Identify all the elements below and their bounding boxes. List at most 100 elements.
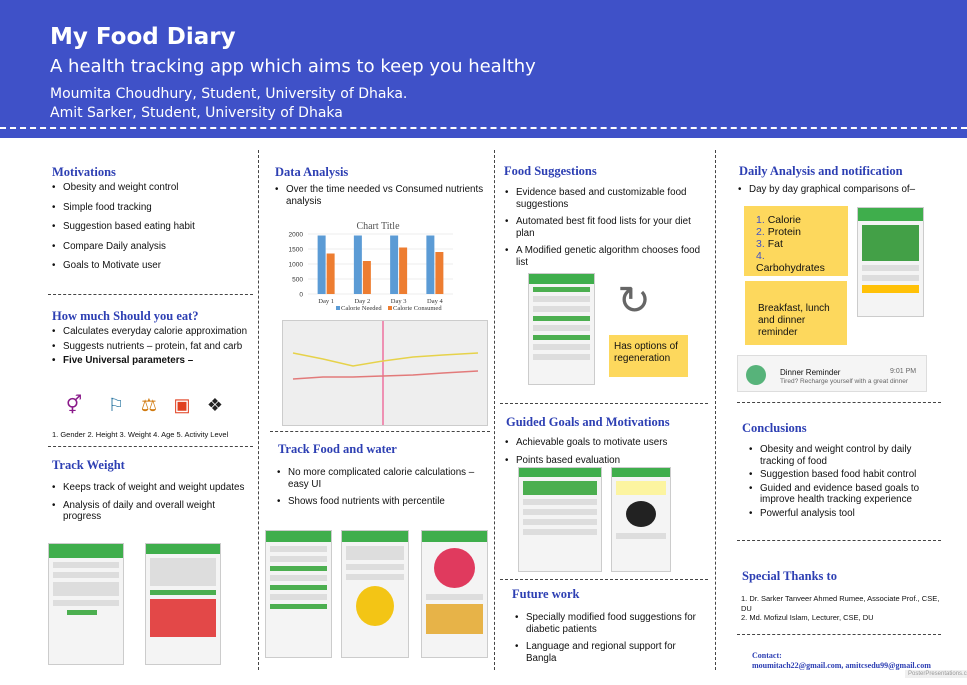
regeneration-note: Has options of regeneration <box>609 335 688 377</box>
regenerate-icon: ↻ <box>617 279 651 323</box>
motivations-list: Obesity and weight control Simple food t… <box>52 182 252 280</box>
list-item: Five Universal parameters – <box>52 355 257 367</box>
weight-progress-screenshot <box>145 543 221 665</box>
list-item: Keeps track of weight and weight updates <box>52 482 247 494</box>
header-divider <box>0 127 967 129</box>
nutrient-item: 2. Protein <box>756 226 801 238</box>
food-tracker-screenshot <box>265 530 332 658</box>
android-icon <box>746 365 766 385</box>
list-item: Suggests nutrients – protein, fat and ca… <box>52 341 257 353</box>
conclusions-heading: Conclusions <box>742 421 807 435</box>
x-tick-label: Day 4 <box>427 298 443 305</box>
gift-age-icon: ▣ <box>173 394 191 415</box>
daily-analysis-intro: Day by day graphical comparisons of– <box>738 184 958 202</box>
list-item: Obesity and weight control by daily trac… <box>749 444 939 467</box>
data-analysis-heading: Data Analysis <box>275 165 349 179</box>
guided-goals-list: Achievable goals to motivate users Point… <box>505 437 705 472</box>
suggestion-screenshot <box>528 273 595 385</box>
author-2: Amit Sarker, Student, University of Dhak… <box>50 105 343 121</box>
contact-emails: moumitach22@gmail.com, amitcsedu99@gmail… <box>752 661 931 670</box>
notification-card: Dinner Reminder 9:01 PM Tired? Recharge … <box>737 355 927 392</box>
list-item: Specially modified food suggestions for … <box>515 612 705 635</box>
list-item: Goals to Motivate user <box>52 260 252 272</box>
notification-time: 9:01 PM <box>890 368 917 375</box>
food-suggestions-list: Evidence based and customizable food sug… <box>505 187 705 274</box>
nutrient-chart: Chart Title 0 500 1000 1500 2000 Day 1 Day 2 Da… <box>289 221 453 312</box>
list-item: Automated best fit food lists for your d… <box>505 216 705 239</box>
daily-analysis-heading: Daily Analysis and notification <box>739 164 903 178</box>
list-item: Suggestion based eating habit <box>52 221 252 233</box>
parameters-caption: 1. Gender 2. Height 3. Weight 4. Age 5. … <box>52 430 229 439</box>
legend-swatch <box>336 306 340 310</box>
chart-title: Chart Title <box>356 221 400 232</box>
activity-icon: ❖ <box>206 394 224 415</box>
track-weight-list: Keeps track of weight and weight updates… <box>52 482 247 529</box>
poster-header: My Food Diary A health tracking app whic… <box>0 0 967 138</box>
track-food-list: No more complicated calorie calculations… <box>277 467 477 514</box>
track-food-heading: Track Food and water <box>278 442 397 456</box>
nutrient-percentile-screenshot <box>421 530 488 658</box>
list-item: Simple food tracking <box>52 202 252 214</box>
chart-bar <box>362 261 371 294</box>
chart-bar <box>435 252 444 294</box>
line-chart-graphic <box>292 321 479 425</box>
notification-title: Dinner Reminder <box>780 368 841 377</box>
food-detail-screenshot <box>341 530 409 658</box>
chart-bar <box>353 235 362 294</box>
list-item: Over the time needed vs Consumed nutrien… <box>275 184 485 207</box>
y-tick-label: 2000 <box>289 232 304 239</box>
thanks-item: 2. Md. Mofizul Islam, Lecturer, CSE, DU <box>741 613 874 622</box>
author-1: Moumita Choudhury, Student, University o… <box>50 86 408 102</box>
future-work-heading: Future work <box>512 587 580 601</box>
list-item: Calculates everyday calorie approximatio… <box>52 326 257 338</box>
legend-swatch <box>388 306 392 310</box>
section-divider <box>737 402 941 403</box>
list-item: A Modified genetic algorithm chooses foo… <box>505 245 705 268</box>
chart-bar <box>390 235 399 294</box>
section-divider <box>737 540 941 541</box>
list-item: Day by day graphical comparisons of– <box>738 184 958 196</box>
how-much-heading: How much Should you eat? <box>52 309 199 323</box>
nutrient-list-box: 1. Calorie 2. Protein 3. Fat 4. Carbohyd… <box>744 206 848 276</box>
y-tick-label: 0 <box>299 292 303 299</box>
motivations-heading: Motivations <box>52 165 116 179</box>
section-divider <box>48 446 253 447</box>
list-item: Guided and evidence based goals to impro… <box>749 483 939 506</box>
goal-progress-screenshot <box>611 467 671 572</box>
section-divider <box>500 579 708 580</box>
section-divider <box>270 431 490 432</box>
y-tick-label: 1000 <box>289 262 304 269</box>
list-item: Obesity and weight control <box>52 182 252 194</box>
poster-title: My Food Diary <box>50 24 236 50</box>
x-tick-label: Day 2 <box>355 298 371 305</box>
gender-icon: ⚥ <box>65 394 83 415</box>
section-divider <box>48 294 253 295</box>
weight-screenshot <box>48 543 124 665</box>
thanks-heading: Special Thanks to <box>742 569 837 583</box>
thanks-list: 1. Dr. Sarker Tanveer Ahmed Rumee, Assoc… <box>741 594 941 623</box>
list-item: Compare Daily analysis <box>52 241 252 253</box>
food-suggestions-heading: Food Suggestions <box>504 164 597 178</box>
x-tick-label: Day 3 <box>391 298 407 305</box>
x-tick-label: Day 1 <box>318 298 334 305</box>
nutrient-item: 3. Fat <box>756 238 783 250</box>
height-icon: ⚐ <box>107 394 125 415</box>
list-item: No more complicated calorie calculations… <box>277 467 477 490</box>
calorie-dashboard-screenshot <box>857 207 924 317</box>
weight-scale-icon: ⚖ <box>140 394 158 415</box>
chart-bar <box>426 235 435 294</box>
legend-label: Calorie Needed <box>341 305 382 312</box>
guided-goals-heading: Guided Goals and Motivations <box>506 415 670 429</box>
notification-body: Tired? Recharge yourself with a great di… <box>780 378 909 385</box>
list-item: Shows food nutrients with percentile <box>277 496 477 508</box>
chart-bar <box>326 253 335 294</box>
thanks-item: 1. Dr. Sarker Tanveer Ahmed Rumee, Assoc… <box>741 594 940 613</box>
y-tick-label: 1500 <box>289 247 304 254</box>
list-item: Language and regional support for Bangla <box>515 641 705 664</box>
legend-label: Calorie Consumed <box>393 305 442 312</box>
nutrient-item: 4. Carbohydrates <box>756 250 825 274</box>
list-item: Powerful analysis tool <box>749 508 939 520</box>
chart-bar <box>399 247 408 294</box>
list-item: Achievable goals to motivate users <box>505 437 705 449</box>
list-item: Suggestion based food habit control <box>749 469 939 481</box>
